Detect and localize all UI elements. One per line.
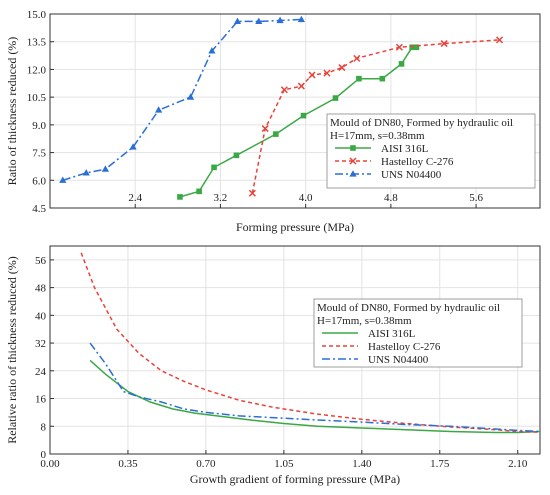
data-point xyxy=(196,188,202,195)
y-tick-label: 12.0 xyxy=(27,64,47,76)
data-point xyxy=(276,16,284,24)
y-axis-label: Ratio of thickness reduced (%) xyxy=(5,37,19,186)
y-tick-label: 13.5 xyxy=(27,37,47,49)
x-tick-label: 5.6 xyxy=(469,192,483,204)
series-line-3 xyxy=(89,342,541,433)
x-tick-label: 0.00 xyxy=(40,458,60,470)
series-line-3 xyxy=(62,18,302,182)
y-tick-label: 56 xyxy=(35,255,47,267)
y-tick-label: 7.5 xyxy=(32,148,46,160)
data-point xyxy=(211,164,217,171)
legend-entry-label: UNS N04400 xyxy=(381,169,442,181)
data-point xyxy=(349,170,357,177)
x-tick-label: 4.8 xyxy=(384,192,398,204)
data-point xyxy=(413,44,420,51)
data-point xyxy=(297,15,305,23)
data-point xyxy=(255,17,263,24)
y-tick-label: 0 xyxy=(41,449,47,461)
y-tick-label: 10.5 xyxy=(27,92,47,104)
data-point xyxy=(233,17,242,24)
legend-entry-label: Hastelloy C-276 xyxy=(381,156,454,168)
x-tick-label: 1.75 xyxy=(430,458,450,470)
y-tick-label: 8 xyxy=(41,421,47,433)
data-point xyxy=(297,82,305,90)
x-axis-label: Growth gradient of forming pressure (MPa… xyxy=(190,472,400,486)
chart-1: 2.4 3.2 4.0 4.8 5.6 4.5 6.0 7.5 9.0 10.5 12.0 13.5 1… xyxy=(5,9,541,234)
data-point xyxy=(273,131,279,137)
legend-entry-label: Hastelloy C-276 xyxy=(368,341,441,353)
y-tick-label: 16 xyxy=(35,394,47,406)
data-point xyxy=(101,165,109,172)
x-tick-label: 0.35 xyxy=(118,458,138,470)
legend-title-line: H=17mm, s=0.38mm xyxy=(317,315,412,327)
data-point xyxy=(177,194,183,200)
data-point xyxy=(233,152,240,159)
plot-frame xyxy=(49,13,541,209)
data-point xyxy=(280,86,288,94)
data-point xyxy=(353,54,361,62)
legend: Mould of DN80, Formed by hydraulic oilH=… xyxy=(326,113,536,189)
data-point xyxy=(208,47,216,54)
y-tick-label: 6.0 xyxy=(32,175,46,187)
x-tick-label: 2.4 xyxy=(128,192,142,204)
data-point xyxy=(261,125,269,133)
legend-title-line: Mould of DN80, Formed by hydraulic oil xyxy=(330,117,513,129)
data-point xyxy=(248,189,256,197)
data-point xyxy=(129,143,137,150)
data-point xyxy=(349,157,357,165)
y-tick-label: 40 xyxy=(35,310,47,322)
y-tick-label: 4.5 xyxy=(32,203,46,215)
y-tick-label: 48 xyxy=(35,283,47,295)
y-tick-label: 9.0 xyxy=(32,120,46,132)
legend-title-line: H=17mm, s=0.38mm xyxy=(330,130,425,142)
legend: Mould of DN80, Formed by hydraulic oilH=… xyxy=(313,298,523,368)
x-tick-label: 3.2 xyxy=(214,192,228,204)
plot-frame xyxy=(49,245,541,455)
chart-2: 0.00 0.35 0.70 1.05 1.40 1.75 2.10 0 8 16 24 32 40 48… xyxy=(5,245,541,486)
data-point xyxy=(440,40,448,48)
x-axis-label: Forming pressure (MPa) xyxy=(236,220,354,234)
data-point xyxy=(379,75,386,82)
data-point xyxy=(395,43,403,51)
legend-title-line: Mould of DN80, Formed by hydraulic oil xyxy=(317,302,500,314)
data-point xyxy=(398,61,405,67)
legend-entry-label: UNS N04400 xyxy=(368,354,429,366)
x-tick-label: 0.70 xyxy=(196,458,216,470)
data-point xyxy=(187,93,195,100)
y-tick-label: 15.0 xyxy=(27,9,47,21)
x-tick-label: 1.40 xyxy=(352,458,372,470)
legend-entry-label: AISI 316L xyxy=(381,143,429,155)
y-axis-label: Relative ratio of thickness reduced (%) xyxy=(5,256,19,444)
data-point xyxy=(308,71,316,79)
data-point xyxy=(332,95,339,101)
y-tick-label: 32 xyxy=(35,338,46,350)
data-point xyxy=(338,64,346,72)
data-point xyxy=(155,106,163,113)
data-point xyxy=(495,36,504,44)
data-point xyxy=(82,169,90,176)
x-tick-label: 4.0 xyxy=(299,192,313,204)
data-point xyxy=(350,145,356,151)
legend-box xyxy=(326,113,536,189)
data-point xyxy=(409,44,415,51)
data-point xyxy=(59,176,67,183)
data-point xyxy=(356,75,362,82)
x-tick-label: 2.10 xyxy=(508,458,528,470)
y-tick-label: 24 xyxy=(35,366,47,378)
legend-box xyxy=(313,298,523,368)
x-tick-label: 1.05 xyxy=(274,458,294,470)
data-point xyxy=(300,112,307,119)
legend-entry-label: AISI 316L xyxy=(368,328,416,340)
data-point xyxy=(323,69,331,77)
